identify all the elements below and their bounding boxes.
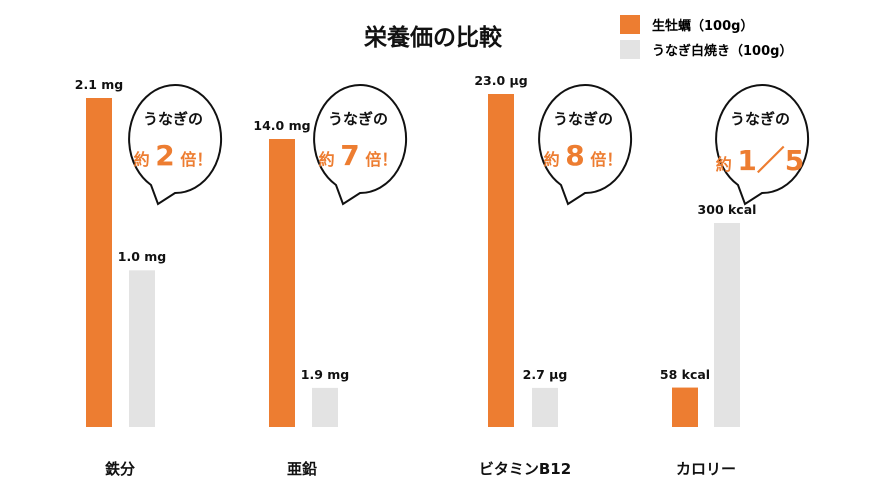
data-label: 2.1 mg [74,77,124,92]
category-label: 鉄分 [104,460,136,478]
speech-bubble [715,84,810,206]
legend-eel: うなぎ白焼き（100g） [620,40,792,59]
legend-label: うなぎ白焼き（100g） [652,44,793,59]
bubble-text: うなぎの約 7 倍！ [319,108,398,172]
bubble-text: うなぎの約 2 倍！ [134,108,213,172]
chart-title: 栄養価の比較 [364,25,502,51]
ratio-prefix: 約 [133,150,150,169]
bubble-ratio: 約 1／5 [716,139,805,179]
ratio-suffix: 倍！ [180,150,213,169]
bar-oyster [269,139,295,427]
ratio-number: 8 [565,139,585,172]
speech-bubble [538,84,633,206]
bar-eel [312,387,338,427]
legend-swatch [620,40,640,59]
speech-bubble [128,84,223,206]
data-label: 14.0 mg [253,118,311,133]
data-label: 300 kcal [697,202,757,217]
legend-swatch [620,15,640,34]
bubble-line1: うなぎの [142,110,204,128]
ratio-number: 7 [340,139,360,172]
data-label: 23.0 μg [474,73,528,88]
bar-oyster [86,98,112,427]
ratio-prefix: 約 [715,155,732,174]
ratio-suffix: 倍！ [590,150,623,169]
bar-eel [532,387,558,427]
data-label: 1.0 mg [117,249,167,265]
legend-oyster: 生牡蠣（100g） [620,15,753,34]
ratio-prefix: 約 [318,150,335,169]
data-label: 2.7 μg [522,366,568,382]
category-label: 亜鉛 [286,460,318,478]
bubble-text: うなぎの約 1／5 [716,108,805,179]
category-label: ビタミンB12 [478,460,572,478]
bar-eel [129,270,155,427]
bubble-ratio: 約 2 倍！ [134,139,213,172]
bubble-ratio: 約 8 倍！ [544,139,623,172]
bar-oyster [488,94,514,427]
bar-oyster [672,387,698,427]
bubble-ratio: 約 7 倍！ [319,139,398,172]
speech-bubble [313,84,408,206]
ratio-number: 1／5 [737,144,805,177]
bubble-line1: うなぎの [552,110,614,128]
bubble-line1: うなぎの [327,110,389,128]
bar-eel [714,223,740,427]
data-label: 1.9 mg [300,366,350,382]
data-label: 58 kcal [659,366,711,382]
category-label: カロリー [675,460,737,478]
ratio-suffix: 倍！ [365,150,398,169]
ratio-prefix: 約 [543,150,560,169]
ratio-number: 2 [155,139,175,172]
bubble-text: うなぎの約 8 倍！ [544,108,623,172]
bubble-line1: うなぎの [729,110,790,128]
legend-label: 生牡蠣（100g） [652,19,754,34]
